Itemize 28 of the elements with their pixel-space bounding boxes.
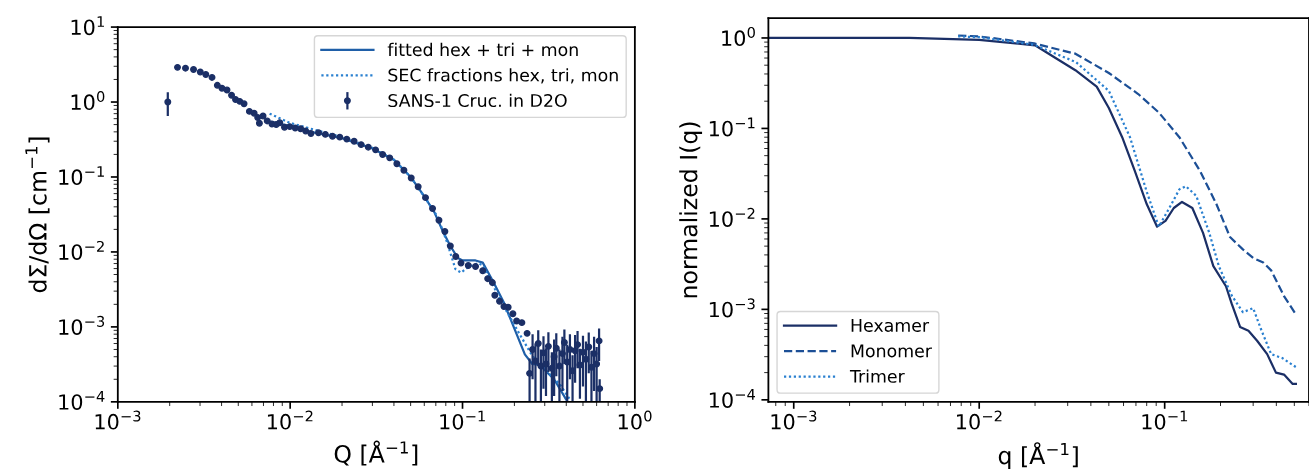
y-tick-label: 10$^{−2}$ bbox=[709, 207, 755, 227]
x-tick-label: 10$^{−1}$ bbox=[1142, 410, 1188, 430]
y-tick-label: 10$^{−4}$ bbox=[59, 391, 105, 410]
x-tick-label: 10$^{−3}$ bbox=[771, 410, 817, 430]
y-tick-label: 10$^{0}$ bbox=[71, 90, 105, 111]
x-axis-title: q [Å$^{−1}$] bbox=[998, 442, 1078, 469]
x-tick-label: 10$^{−3}$ bbox=[95, 410, 141, 430]
legend-label: SANS-1 Cruc. in D2O bbox=[388, 93, 567, 108]
y-axis-title: normalized I(q) bbox=[679, 122, 703, 298]
y-axis-title: dΣ/dΩ [cm$^{−1}$] bbox=[25, 137, 50, 293]
y-tick-label: 10$^{−2}$ bbox=[59, 240, 104, 260]
y-tick-label: 10$^{−3}$ bbox=[59, 315, 105, 335]
x-axis-title: Q [Å$^{−1}$] bbox=[334, 440, 418, 466]
legend-label: SEC fractions hex, tri, mon bbox=[388, 68, 618, 84]
y-tick-label: 10$^{−3}$ bbox=[709, 298, 755, 318]
y-tick-label: 10$^{−1}$ bbox=[59, 166, 104, 186]
x-tick-label: 10$^{−1}$ bbox=[440, 410, 485, 430]
y-tick-label: 10$^{0}$ bbox=[722, 26, 755, 47]
legend-label: Hexamer bbox=[851, 318, 930, 332]
legend-label: fitted hex + tri + mon bbox=[387, 42, 578, 57]
legend-label: Monomer bbox=[851, 344, 932, 358]
y-tick-label: 10$^{−4}$ bbox=[709, 389, 756, 408]
legend-label: Trimer bbox=[849, 369, 905, 383]
y-tick-label: 10$^{−1}$ bbox=[709, 117, 755, 137]
x-tick-label: 10$^{−2}$ bbox=[267, 410, 313, 430]
x-tick-label: 10$^{0}$ bbox=[618, 410, 652, 430]
y-tick-label: 10$^{1}$ bbox=[71, 16, 104, 36]
x-tick-label: 10$^{−2}$ bbox=[957, 410, 1002, 430]
